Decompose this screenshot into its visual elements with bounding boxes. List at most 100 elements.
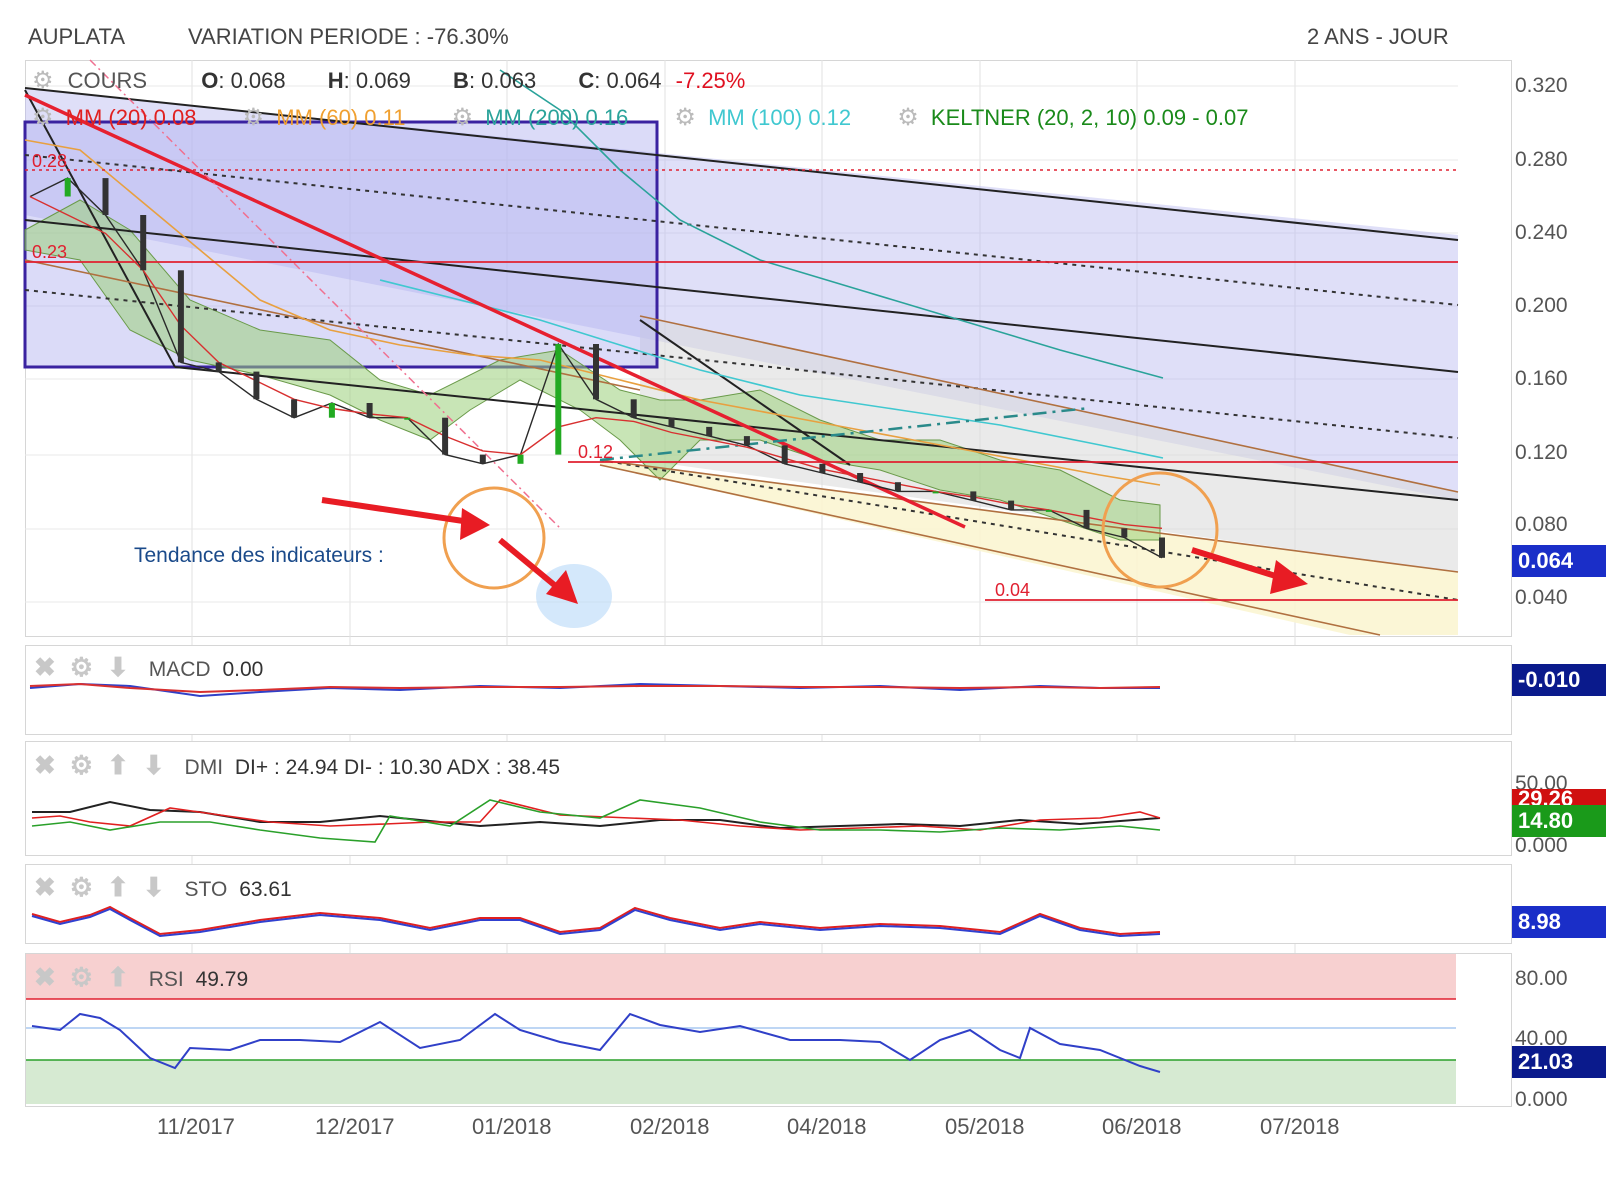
gear-icon[interactable]: ⚙ xyxy=(69,750,94,780)
month-label: 11/2017 xyxy=(157,1114,235,1139)
gear-icon[interactable]: ⚙ xyxy=(69,962,94,992)
arrow-down-icon[interactable]: ⬇ xyxy=(142,750,165,780)
month-label: 02/2018 xyxy=(630,1114,710,1139)
close-icon[interactable]: ✖ xyxy=(34,652,56,682)
level-028-label: 0.28 xyxy=(32,151,67,171)
month-label: 12/2017 xyxy=(315,1114,395,1139)
dmi-badge-green: 14.80 xyxy=(1512,805,1606,837)
candle xyxy=(555,344,562,455)
rsi-axis-40: 40.00 xyxy=(1515,1027,1568,1050)
ohlc-open: O: 0.068 xyxy=(201,68,286,93)
gear-icon[interactable]: ⚙ xyxy=(674,104,696,131)
price-tick: 0.160 xyxy=(1515,367,1568,390)
gear-icon[interactable]: ⚙ xyxy=(69,872,94,902)
dmi-header: ✖ ⚙ ⬆ ⬇ DMI DI+ : 24.94 DI- : 10.30 ADX : 3… xyxy=(34,750,560,781)
regression-channel-lower xyxy=(600,460,1458,635)
regression-channel-grey xyxy=(640,316,1458,572)
close-icon[interactable]: ✖ xyxy=(34,962,56,992)
candle xyxy=(894,482,901,492)
arrow-down-icon[interactable]: ⬇ xyxy=(107,652,129,682)
candle xyxy=(253,371,260,400)
rsi-axis-80: 80.00 xyxy=(1515,967,1568,990)
mm100-legend[interactable]: MM (100) 0.12 xyxy=(708,105,852,130)
sto-value: 63.61 xyxy=(239,878,292,901)
gear-icon[interactable]: ⚙ xyxy=(32,104,54,131)
price-tick: 0.120 xyxy=(1515,441,1568,464)
gear-icon[interactable]: ⚙ xyxy=(32,67,54,94)
period-selector[interactable]: 2 ANS - JOUR xyxy=(1307,24,1449,49)
candle xyxy=(743,436,750,446)
mm200-legend[interactable]: MM (200) 0.16 xyxy=(485,105,629,130)
rsi-last-badge: 21.03 xyxy=(1512,1046,1606,1078)
arrow-up-icon[interactable]: ⬆ xyxy=(107,872,129,902)
close-icon[interactable]: ✖ xyxy=(34,872,56,902)
gear-icon[interactable]: ⚙ xyxy=(242,104,265,131)
keltner-legend[interactable]: KELTNER (20, 2, 10) 0.09 - 0.07 xyxy=(930,105,1249,130)
candle xyxy=(177,270,184,363)
mm60-line xyxy=(24,139,1161,486)
channel-lines xyxy=(24,87,1459,501)
rsi-label: RSI xyxy=(148,968,184,991)
signal-circle-left xyxy=(442,486,546,590)
gear-icon[interactable]: ⚙ xyxy=(897,104,919,131)
candle xyxy=(140,215,147,271)
price-tick: 0.280 xyxy=(1515,148,1568,171)
dmi-label: DMI xyxy=(184,756,224,779)
rsi-header: ✖ ⚙ ⬆ RSI 49.79 xyxy=(34,962,248,993)
ticker: AUPLATA xyxy=(28,24,125,49)
candle xyxy=(819,463,826,473)
arrow-up-icon[interactable]: ⬆ xyxy=(107,962,129,992)
macd-last-badge: -0.010 xyxy=(1512,664,1606,696)
month-label: 05/2018 xyxy=(945,1114,1025,1139)
ohlc-low: B: 0.063 xyxy=(453,68,537,93)
price-tick: 0.240 xyxy=(1515,221,1568,244)
ohlc-close: C: 0.064 xyxy=(578,68,662,93)
gear-icon[interactable]: ⚙ xyxy=(451,104,474,131)
close-icon[interactable]: ✖ xyxy=(34,750,56,780)
mm100-line xyxy=(379,279,1164,459)
month-label: 04/2018 xyxy=(787,1114,867,1139)
candle xyxy=(630,399,637,418)
level-004-label: 0.04 xyxy=(995,580,1030,600)
regression-channel-upper xyxy=(25,88,1458,500)
mm200-line xyxy=(499,69,1164,379)
candle xyxy=(102,178,109,215)
dmi-value: DI+ : 24.94 DI- : 10.30 ADX : 38.45 xyxy=(234,756,561,779)
rsi-overbought-zone xyxy=(26,954,1456,999)
candle xyxy=(706,426,713,437)
keltner-band xyxy=(24,199,1161,541)
candle xyxy=(857,473,864,483)
arrow-up-icon[interactable]: ⬆ xyxy=(107,750,129,780)
gear-icon[interactable]: ⚙ xyxy=(69,652,94,682)
candle xyxy=(442,417,449,455)
dmi-axis-bottom: 0.000 xyxy=(1515,834,1568,857)
channel-midlines xyxy=(24,154,1459,601)
rsi-value: 49.79 xyxy=(195,968,249,991)
candle xyxy=(781,445,788,464)
price-tick: 0.320 xyxy=(1515,74,1568,97)
red-trendline[interactable] xyxy=(24,93,966,529)
candle xyxy=(1121,528,1128,538)
mm60-legend[interactable]: MM (60) 0.11 xyxy=(276,105,406,130)
sto-last-badge: 8.98 xyxy=(1512,906,1606,938)
price-tick: 0.200 xyxy=(1515,294,1568,317)
candle xyxy=(517,454,524,464)
mm20-legend[interactable]: MM (20) 0.08 xyxy=(65,105,197,130)
sto-label: STO xyxy=(184,878,228,901)
level-012-label: 0.12 xyxy=(578,442,613,462)
teal-dashdot-line xyxy=(599,406,1091,462)
legend-row-indicators: ⚙ MM (20) 0.08 ⚙ MM (60) 0.11 ⚙ MM (200)… xyxy=(32,103,1248,132)
candle xyxy=(366,403,373,418)
macd-label: MACD xyxy=(148,658,211,681)
trend-indicator-text: Tendance des indicateurs : xyxy=(134,544,384,567)
level-023-label: 0.23 xyxy=(32,242,67,262)
candle xyxy=(668,417,675,427)
arrow-down-icon[interactable]: ⬇ xyxy=(142,872,165,902)
change-percent: -7.25% xyxy=(675,68,746,93)
candle xyxy=(932,491,939,494)
candle xyxy=(215,362,222,372)
rsi-axis-0: 0.000 xyxy=(1515,1088,1568,1111)
candle xyxy=(291,399,298,418)
macd-value: 0.00 xyxy=(222,658,264,681)
